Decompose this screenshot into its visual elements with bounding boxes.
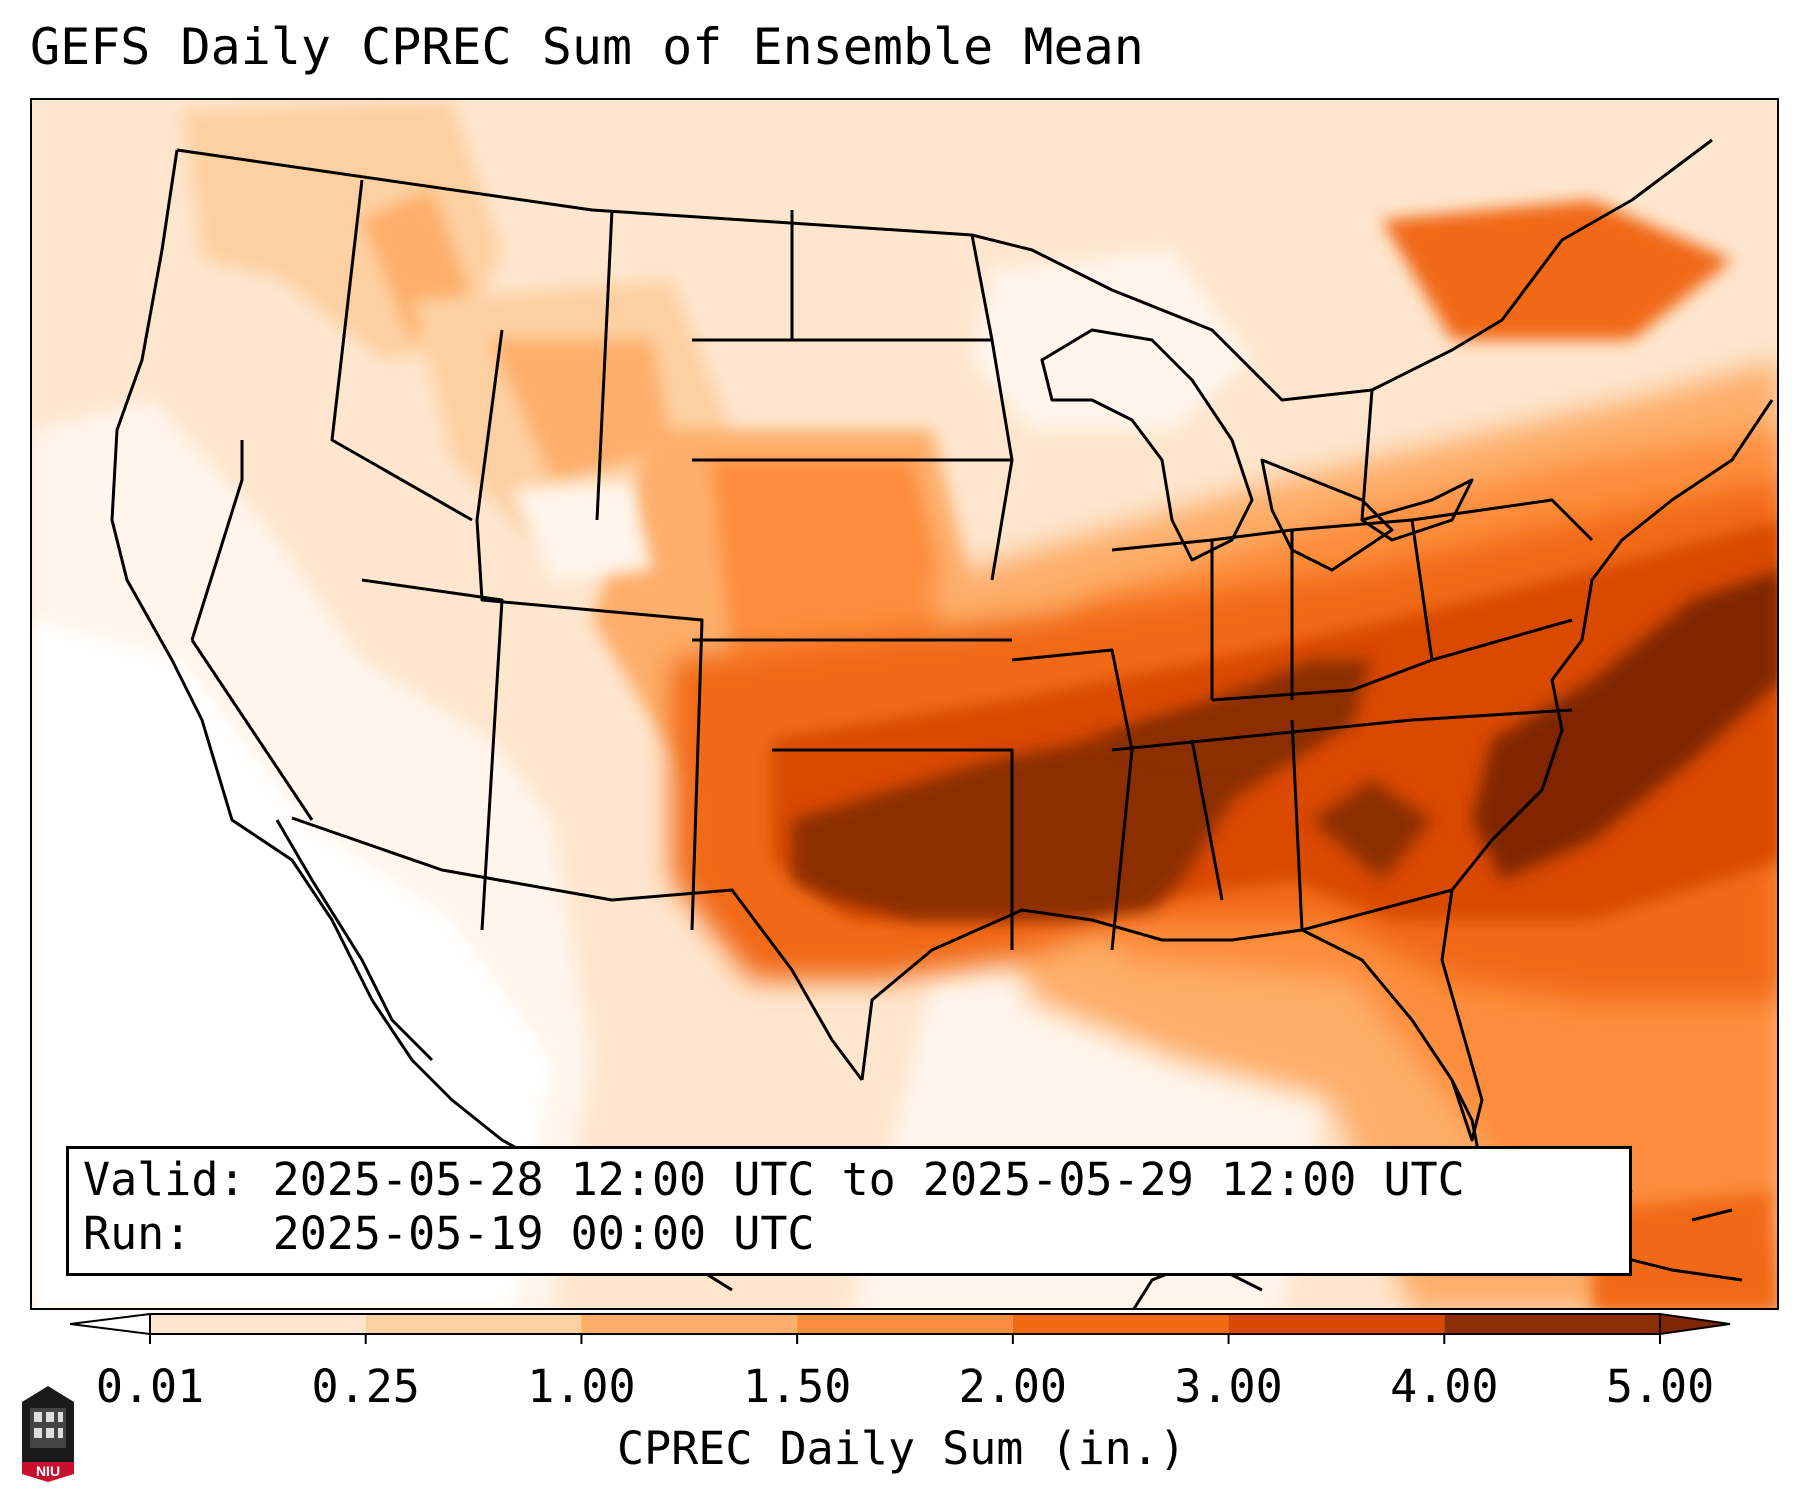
valid-value: 2025-05-28 12:00 UTC to 2025-05-29 12:00… <box>272 1153 1465 1206</box>
colorbar-label: CPREC Daily Sum (in.) <box>617 1422 1186 1475</box>
colorbar <box>70 1312 1731 1344</box>
valid-label: Valid: <box>83 1153 246 1206</box>
precip-map <box>32 100 1777 1308</box>
colorbar-segment <box>1444 1314 1660 1334</box>
colorbar-tick-label: 2.00 <box>958 1360 1068 1413</box>
colorbar-segment <box>365 1314 582 1334</box>
logo-text: NIU <box>36 1463 60 1479</box>
colorbar-tick-label: 5.00 <box>1605 1360 1715 1413</box>
precip-field <box>32 100 1777 1308</box>
colorbar-tick-label: 4.00 <box>1390 1360 1499 1413</box>
niu-logo: NIU <box>22 1386 74 1482</box>
map-title: GEFS Daily CPREC Sum of Ensemble Mean <box>30 18 1144 76</box>
colorbar-under-extend <box>70 1312 151 1336</box>
run-label: Run: <box>83 1207 192 1260</box>
valid-run-info-box: Valid: 2025-05-28 12:00 UTC to 2025-05-2… <box>66 1146 1632 1276</box>
run-value: 2025-05-19 00:00 UTC <box>272 1207 815 1260</box>
colorbar-outline <box>149 1313 1661 1335</box>
colorbar-segment <box>797 1314 1013 1334</box>
colorbar-over-extend <box>1659 1312 1731 1336</box>
colorbar-tick-label: 1.50 <box>742 1360 852 1413</box>
colorbar-segment <box>1228 1314 1445 1334</box>
colorbar-segment <box>581 1314 798 1334</box>
colorbar-tick-label: 1.00 <box>527 1360 636 1413</box>
colorbar-tick-label: 0.01 <box>95 1360 205 1413</box>
colorbar-tick-label: 0.25 <box>311 1360 420 1413</box>
colorbar-segment <box>150 1314 366 1334</box>
colorbar-segment <box>1012 1314 1229 1334</box>
boundary-lines <box>110 138 1774 1308</box>
colorbar-tick-label: 3.00 <box>1174 1360 1283 1413</box>
map-panel <box>30 98 1779 1310</box>
